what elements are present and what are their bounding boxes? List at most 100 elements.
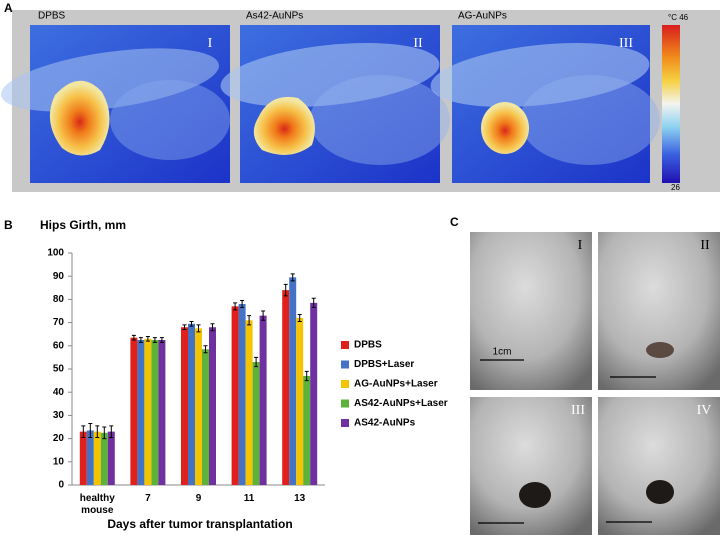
panel-label: A — [4, 1, 13, 15]
y-tick-label: 70 — [53, 317, 65, 328]
numeral: II — [700, 238, 710, 253]
bar — [188, 323, 195, 485]
error-bar — [210, 323, 215, 332]
legend-label: AG-AuNPs+Laser — [354, 379, 438, 390]
x-tick-label: 9 — [195, 493, 202, 504]
bar — [130, 337, 138, 485]
photo — [470, 232, 592, 390]
legend-swatch — [341, 341, 349, 349]
error-bar — [233, 302, 238, 311]
bar — [195, 328, 202, 485]
bar — [303, 375, 311, 485]
error-bar — [203, 345, 208, 354]
thermal-label: As42-AuNPs — [246, 11, 303, 22]
y-tick-label: 100 — [47, 248, 64, 259]
bar — [144, 338, 152, 485]
bar — [289, 277, 297, 485]
error-bar — [247, 315, 252, 326]
y-tick-label: 40 — [53, 387, 65, 398]
error-bar — [311, 297, 316, 309]
error-bar — [304, 370, 309, 382]
photo — [598, 397, 720, 535]
legend-label: DPBS — [354, 340, 382, 351]
x-tick-label: 11 — [243, 493, 255, 504]
thermal-image — [220, 25, 450, 183]
thermal-label: AG-AuNPs — [458, 11, 507, 22]
x-tick-label: 7 — [145, 493, 151, 504]
error-bar — [261, 310, 266, 321]
bar — [296, 317, 304, 485]
thermal-label: DPBS — [38, 11, 66, 22]
numeral: III — [619, 36, 633, 51]
error-bar — [109, 425, 114, 438]
legend-label: DPBS+Laser — [354, 359, 414, 370]
error-bar — [283, 283, 288, 297]
photo — [598, 232, 720, 390]
colorbar-max: °C 46 — [668, 13, 689, 22]
error-bar — [182, 324, 187, 331]
bar — [282, 290, 290, 485]
error-bar — [138, 337, 143, 343]
y-tick-label: 10 — [53, 456, 65, 467]
bar — [181, 327, 188, 485]
error-bar — [159, 337, 164, 343]
y-tick-label: 30 — [53, 410, 65, 421]
bar — [202, 349, 209, 485]
panel-label: B — [4, 218, 13, 232]
legend-swatch — [341, 380, 349, 388]
x-tick-label: 13 — [294, 493, 306, 504]
error-bar — [145, 336, 150, 342]
numeral: IV — [697, 403, 712, 418]
bar — [209, 327, 216, 485]
numeral: III — [571, 403, 585, 418]
x-tick-label: healthy mouse — [79, 493, 115, 516]
x-axis-title: Days after tumor transplantation — [107, 517, 292, 531]
bar — [231, 306, 239, 485]
y-tick-label: 90 — [53, 271, 65, 282]
legend-label: AS42-AuNPs+Laser — [354, 398, 448, 409]
error-bar — [95, 425, 100, 438]
error-bar — [290, 273, 295, 282]
error-bar — [240, 300, 245, 309]
thermal-image — [1, 25, 230, 183]
error-bar — [196, 324, 201, 333]
error-bar — [131, 334, 136, 341]
bar — [158, 340, 166, 485]
legend-swatch — [341, 399, 349, 408]
bar — [86, 430, 94, 485]
error-bar — [81, 425, 86, 438]
y-tick-label: 20 — [53, 433, 65, 444]
chart-title: Hips Girth, mm — [40, 218, 126, 232]
colorbar-min: 26 — [671, 183, 680, 192]
error-bar — [254, 356, 259, 368]
bar — [93, 431, 101, 485]
numeral: I — [578, 238, 583, 253]
y-tick-label: 0 — [58, 480, 64, 491]
error-bar — [189, 320, 194, 327]
error-bar — [102, 426, 107, 440]
numeral: I — [208, 36, 213, 51]
bar — [100, 432, 108, 485]
bar — [151, 340, 159, 485]
numeral: II — [413, 36, 423, 51]
error-bar — [88, 423, 93, 438]
y-tick-label: 80 — [53, 294, 65, 305]
bar — [79, 431, 87, 485]
bar — [259, 315, 267, 485]
bar — [245, 320, 253, 485]
bar — [238, 304, 246, 485]
y-tick-label: 50 — [53, 364, 65, 375]
bar — [310, 302, 318, 485]
scale-label: 1cm — [493, 347, 512, 358]
error-bar — [152, 337, 157, 343]
y-tick-label: 60 — [53, 340, 65, 351]
bar — [107, 431, 115, 485]
legend-swatch — [341, 360, 349, 369]
legend-label: AS42-AuNPs — [354, 418, 416, 429]
photo — [470, 397, 592, 535]
bar — [137, 340, 145, 485]
bar — [252, 362, 260, 485]
error-bar — [297, 313, 302, 322]
